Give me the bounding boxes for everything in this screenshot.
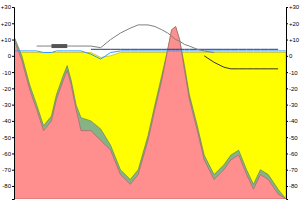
tick-label: -20 xyxy=(2,86,11,92)
tick: -10 xyxy=(2,70,14,76)
line-series xyxy=(91,49,278,50)
tick: +10 xyxy=(286,37,300,43)
tick-mark xyxy=(286,23,288,24)
tick-label: +30 xyxy=(1,4,12,10)
tick: -40 xyxy=(2,118,14,124)
axis-line xyxy=(287,8,289,200)
tick-mark xyxy=(286,40,288,41)
tick-mark xyxy=(12,170,14,171)
tick-label: -30 xyxy=(289,102,298,108)
tick-label: +30 xyxy=(289,4,300,10)
axis-line xyxy=(12,8,15,200)
tick: -40 xyxy=(286,118,298,124)
tick-label: +10 xyxy=(289,37,300,43)
tick-mark xyxy=(286,137,288,138)
area-series xyxy=(14,27,286,199)
tick-label: -60 xyxy=(289,151,298,157)
tick: 0 xyxy=(8,53,14,59)
tick-mark xyxy=(12,88,14,89)
tick-mark xyxy=(286,72,288,73)
tick-mark xyxy=(286,105,288,106)
tick-mark xyxy=(12,7,14,8)
line-series xyxy=(51,44,67,48)
tick-mark xyxy=(12,23,14,24)
tick-label: -50 xyxy=(289,135,298,141)
tick: -20 xyxy=(2,86,14,92)
tick-mark xyxy=(286,7,288,8)
tick-label: +10 xyxy=(1,37,12,43)
tick-label: -40 xyxy=(2,118,11,124)
tick-label: -70 xyxy=(289,167,298,173)
tick-label: -30 xyxy=(2,102,11,108)
tick-mark xyxy=(286,153,288,154)
tick: -10 xyxy=(286,70,298,76)
tick: +10 xyxy=(1,37,14,43)
tick-mark xyxy=(286,170,288,171)
tick: -50 xyxy=(2,135,14,141)
tick: -30 xyxy=(2,102,14,108)
tick: -60 xyxy=(2,151,14,157)
tick-mark xyxy=(12,137,14,138)
tick-label: -20 xyxy=(289,86,298,92)
line-series xyxy=(14,51,286,59)
tick: +30 xyxy=(1,4,14,10)
y-axis-right: +30 +20 +10 0 -10 -20 -30 -40 -50 -60 -70 -80 xyxy=(286,4,300,199)
tick: -60 xyxy=(286,151,298,157)
tick-mark xyxy=(12,121,14,122)
tick: -80 xyxy=(2,183,14,189)
area-series xyxy=(14,27,286,199)
tick-mark xyxy=(12,153,14,154)
tick: +30 xyxy=(286,4,300,10)
tick-mark xyxy=(12,56,14,57)
tick-mark xyxy=(12,186,14,187)
tick-label: -10 xyxy=(289,70,298,76)
tick: -50 xyxy=(286,135,298,141)
tick-mark xyxy=(286,121,288,122)
tick-label: -10 xyxy=(2,70,11,76)
tick-mark xyxy=(12,72,14,73)
tick: -80 xyxy=(286,183,298,189)
chart: +30 +20 +10 0 -10 -20 -30 -40 -50 -60 -70 -80 +30 +20… xyxy=(0,0,300,200)
tick-label: -70 xyxy=(2,167,11,173)
tick-label: -80 xyxy=(289,183,298,189)
tick-label: -40 xyxy=(289,118,298,124)
tick-mark xyxy=(286,88,288,89)
tick: +20 xyxy=(1,21,14,27)
tick-mark xyxy=(12,40,14,41)
tick-mark xyxy=(286,56,288,57)
tick-label: +20 xyxy=(289,21,300,27)
tick-mark xyxy=(12,105,14,106)
tick-label: -60 xyxy=(2,151,11,157)
tick-label: 0 xyxy=(289,53,293,59)
tick-label: -80 xyxy=(2,183,11,189)
tick: -70 xyxy=(286,167,298,173)
tick-label: -50 xyxy=(2,135,11,141)
y-axis-left: +30 +20 +10 0 -10 -20 -30 -40 -50 -60 -70 -80 xyxy=(1,4,15,199)
tick-label: 0 xyxy=(8,53,12,59)
tick: -70 xyxy=(2,167,14,173)
tick-mark xyxy=(286,186,288,187)
line-series xyxy=(204,56,278,69)
tick-label: +20 xyxy=(1,21,12,27)
line-series xyxy=(37,25,214,53)
plot-area xyxy=(14,25,286,199)
tick: +20 xyxy=(286,21,300,27)
tick: -30 xyxy=(286,102,298,108)
tick: 0 xyxy=(286,53,293,59)
tick: -20 xyxy=(286,86,298,92)
